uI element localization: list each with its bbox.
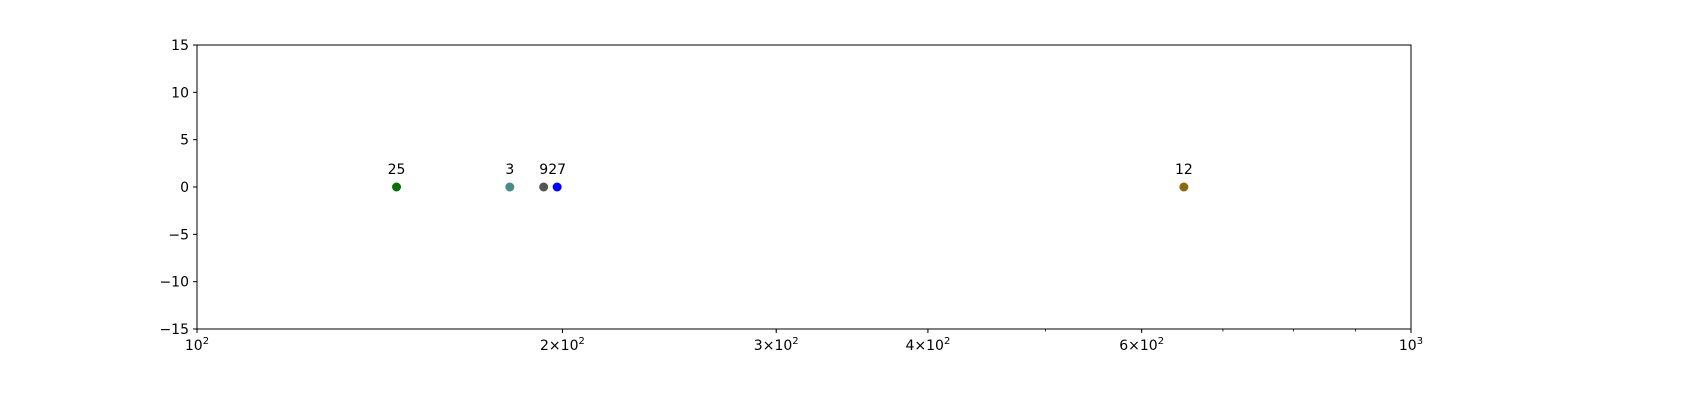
x-tick-label: 4×102 bbox=[905, 336, 950, 354]
data-point bbox=[552, 182, 562, 192]
data-point-label: 27 bbox=[548, 162, 566, 178]
data-point-label: 12 bbox=[1175, 162, 1193, 178]
x-axis-ticks: 102 2×102 3×102 4×102 6×102 103 bbox=[185, 329, 1423, 354]
y-tick-label: 15 bbox=[171, 38, 189, 54]
x-tick-label: 102 bbox=[185, 336, 209, 354]
data-point bbox=[505, 182, 515, 192]
data-point-label: 25 bbox=[388, 162, 406, 178]
y-tick-label: −10 bbox=[159, 275, 189, 291]
y-tick-label: 5 bbox=[180, 133, 189, 149]
x-tick-label: 6×102 bbox=[1119, 336, 1164, 354]
data-point bbox=[1179, 182, 1189, 192]
x-tick-label: 103 bbox=[1399, 336, 1423, 354]
data-point bbox=[539, 182, 549, 192]
y-axis-ticks: 15 10 5 0 −5 −10 −15 bbox=[159, 38, 197, 338]
data-points: 25 3 9 27 12 bbox=[388, 162, 1193, 192]
y-tick-label: −5 bbox=[168, 227, 189, 243]
x-tick-label: 2×102 bbox=[540, 336, 585, 354]
data-point bbox=[392, 182, 402, 192]
y-tick-label: 10 bbox=[171, 85, 189, 101]
x-tick-label: 3×102 bbox=[754, 336, 799, 354]
y-tick-label: 0 bbox=[180, 180, 189, 196]
plot-frame bbox=[196, 44, 1412, 330]
y-tick-label: −15 bbox=[159, 322, 189, 338]
data-point-label: 9 bbox=[539, 162, 548, 178]
data-point-label: 3 bbox=[505, 162, 514, 178]
